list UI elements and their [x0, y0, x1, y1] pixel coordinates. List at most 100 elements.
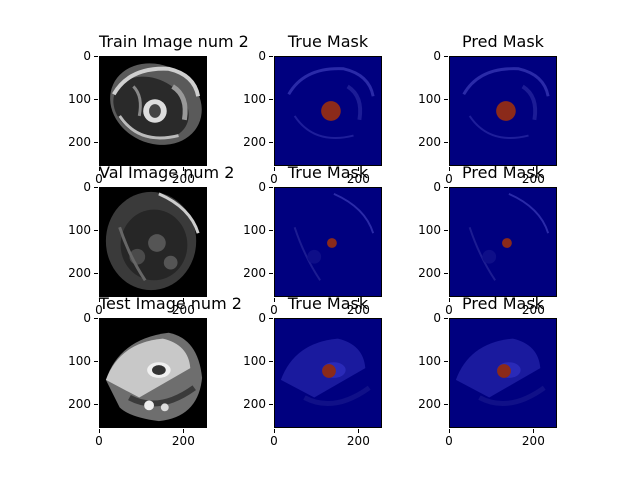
ytick-mark [444, 187, 448, 188]
ytick-mark [269, 141, 273, 143]
xtick-label: 0 [270, 434, 278, 448]
mask-overlay [450, 319, 556, 427]
xtick-label: 0 [95, 434, 103, 448]
ytick-label: 0 [433, 180, 441, 194]
subplot-title: True Mask [287, 163, 369, 182]
mask-frame [449, 318, 557, 428]
xtick-label: 200 [521, 172, 545, 186]
xtick-mark [99, 298, 100, 302]
ytick-label: 0 [258, 180, 266, 194]
subplot-panel: Train Image num 2 0 100 200 0 200 [68, 34, 249, 186]
ytick-label: 100 [418, 91, 441, 106]
scan-image [100, 188, 206, 296]
subplot-panel: Pred Mask 0 100 200 0 200 [418, 296, 557, 447]
ytick-label: 0 [433, 49, 441, 63]
ytick-mark [444, 403, 448, 405]
ytick-mark [444, 229, 448, 231]
ytick-mark [94, 98, 98, 100]
xtick-mark [449, 298, 450, 302]
ytick-mark [94, 229, 98, 231]
ytick-label: 100 [68, 91, 91, 106]
ytick-label: 200 [243, 134, 266, 149]
mask-overlay [450, 57, 556, 165]
xtick-mark [449, 429, 450, 433]
ytick-mark [269, 272, 273, 274]
lesion-region [496, 101, 516, 121]
mask-overlay [275, 319, 381, 427]
mask-frame [274, 56, 382, 166]
ytick-label: 100 [68, 353, 91, 368]
xtick-mark [183, 429, 185, 433]
ytick-label: 0 [433, 311, 441, 325]
xtick-mark [358, 429, 360, 433]
xtick-mark [99, 167, 100, 171]
xtick-label: 200 [346, 434, 370, 448]
subplot-panel: True Mask 0 100 200 0 200 [243, 165, 382, 316]
xtick-mark [274, 167, 275, 171]
subplot-title: Pred Mask [462, 294, 544, 313]
xtick-mark [533, 429, 535, 433]
xtick-label: 200 [171, 303, 195, 317]
lesion-region [322, 364, 336, 378]
ytick-label: 200 [243, 396, 266, 411]
ytick-mark [444, 360, 448, 362]
xtick-mark [449, 167, 450, 171]
subplot-panel: Pred Mask 0 100 200 0 200 [418, 34, 557, 185]
ytick-label: 0 [258, 311, 266, 325]
xtick-label: 200 [521, 303, 545, 317]
xtick-mark [358, 298, 360, 302]
xtick-mark [183, 167, 185, 171]
ytick-mark [444, 98, 448, 100]
ytick-mark [444, 318, 448, 319]
ytick-label: 200 [418, 396, 441, 411]
ytick-label: 0 [83, 49, 91, 63]
ytick-mark [94, 360, 98, 362]
ytick-mark [94, 318, 98, 319]
subplot-title: Val Image num 2 [99, 163, 235, 182]
scan-image [100, 57, 206, 165]
subplot-panel: Test Image num 2 0 100 200 0 200 [68, 296, 242, 448]
ytick-mark [94, 56, 98, 57]
ytick-label: 100 [243, 91, 266, 106]
ytick-mark [94, 141, 98, 143]
ytick-mark [444, 272, 448, 274]
ytick-label: 100 [418, 222, 441, 237]
xtick-label: 200 [346, 172, 370, 186]
xtick-mark [274, 298, 275, 302]
xtick-mark [358, 167, 360, 171]
mask-overlay [275, 57, 381, 165]
ytick-label: 100 [68, 222, 91, 237]
ytick-label: 100 [243, 353, 266, 368]
ytick-label: 0 [83, 311, 91, 325]
xtick-label: 0 [95, 303, 103, 317]
xtick-label: 0 [270, 172, 278, 186]
ytick-label: 200 [68, 134, 91, 149]
ytick-mark [269, 98, 273, 100]
subplot-title: True Mask [287, 294, 369, 313]
xtick-label: 200 [171, 172, 195, 186]
ytick-label: 200 [243, 265, 266, 280]
subplot-title: Test Image num 2 [99, 294, 242, 313]
lesion-region [327, 238, 337, 248]
mask-overlay [275, 188, 381, 296]
ytick-label: 200 [418, 134, 441, 149]
lesion-region [502, 238, 512, 248]
ytick-label: 200 [68, 265, 91, 280]
xtick-label: 200 [521, 434, 545, 448]
ytick-mark [94, 187, 98, 188]
ytick-label: 200 [418, 265, 441, 280]
mask-frame [274, 187, 382, 297]
mask-frame [449, 187, 557, 297]
xtick-mark [183, 298, 185, 302]
xtick-mark [533, 167, 535, 171]
xtick-mark [99, 429, 100, 433]
ytick-mark [94, 272, 98, 274]
image-frame [99, 56, 207, 166]
subplot-panel: Pred Mask 0 100 200 0 200 [418, 165, 557, 316]
mask-frame [449, 56, 557, 166]
ytick-mark [269, 403, 273, 405]
xtick-label: 0 [445, 172, 453, 186]
lesion-region [321, 101, 341, 121]
ytick-mark [269, 56, 273, 57]
ytick-mark [444, 56, 448, 57]
